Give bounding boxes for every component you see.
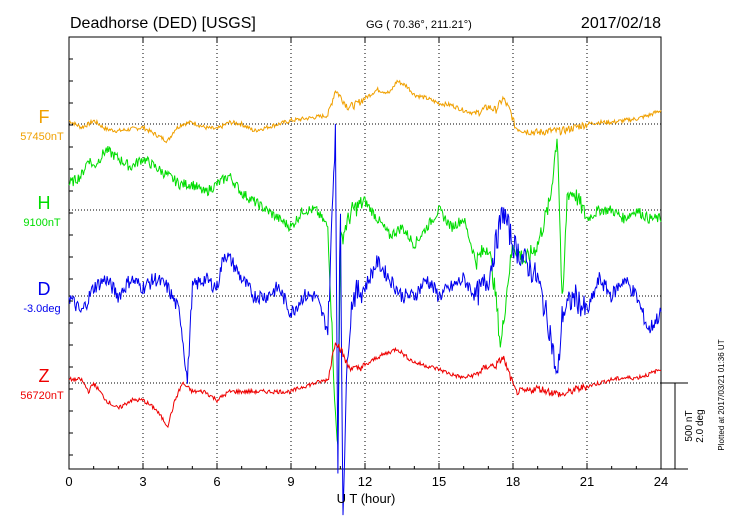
baseline-label-H: 9100nT (23, 217, 61, 229)
series-name-F: F (39, 107, 50, 127)
baseline-label-Z: 56720nT (20, 390, 64, 402)
series-labels: F 57450nT H 9100nT D -3.0deg Z 56720nT (20, 107, 64, 402)
x-tick-label-6: 6 (213, 474, 220, 489)
x-tick-label-15: 15 (432, 474, 446, 489)
series-line-Z (69, 343, 661, 427)
x-tick-label-18: 18 (506, 474, 520, 489)
x-tick-label-21: 21 (580, 474, 594, 489)
scale-bar: 500 nT 2.0 deg (661, 383, 706, 469)
x-axis-ticks: 0 3 6 9 12 15 18 21 24 (65, 37, 668, 489)
station-coordinates: GG ( 70.36°, 211.21°) (366, 19, 472, 31)
x-tick-label-0: 0 (65, 474, 72, 489)
scale-bar-label-nt: 500 nT (684, 410, 695, 441)
series-name-Z: Z (39, 366, 50, 386)
series-line-D (69, 124, 661, 515)
x-tick-label-9: 9 (287, 474, 294, 489)
chart-title: Deadhorse (DED) [USGS] (70, 15, 256, 32)
grid (69, 37, 661, 469)
x-tick-label-3: 3 (139, 474, 146, 489)
baseline-label-F: 57450nT (20, 131, 64, 143)
x-axis-label: U T (hour) (337, 491, 396, 506)
chart-date: 2017/02/18 (581, 15, 661, 32)
series-name-D: D (38, 279, 51, 299)
scale-bar-label-deg: 2.0 deg (695, 409, 706, 442)
series-name-H: H (38, 193, 51, 213)
plot-timestamp: Plotted at 2017/03/21 01:36 UT (717, 339, 726, 450)
x-tick-label-12: 12 (358, 474, 372, 489)
baseline-label-D: -3.0deg (23, 303, 60, 315)
x-tick-label-24: 24 (654, 474, 668, 489)
